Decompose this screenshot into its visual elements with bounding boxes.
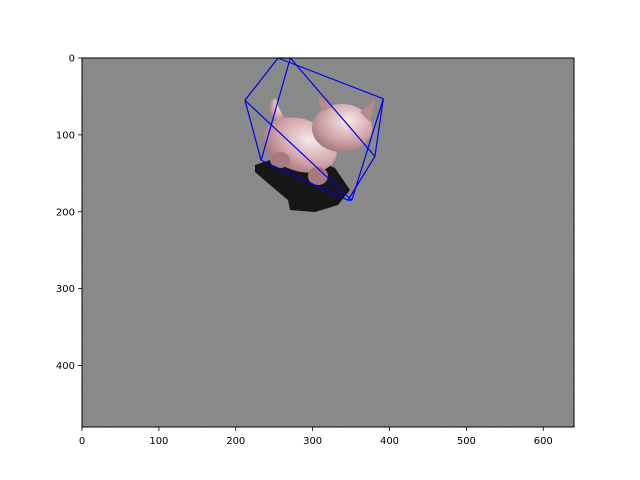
y-tick-label: 200 (56, 207, 75, 218)
axes-frame (81, 57, 575, 428)
x-axis: 0 100 200 300 400 500 600 (79, 427, 553, 447)
rendered-object (255, 96, 375, 212)
x-tick-label: 100 (149, 436, 168, 447)
x-tick-label: 300 (303, 436, 322, 447)
box-edge-3 (244, 57, 279, 101)
cat-leg-front (308, 167, 328, 185)
box-edge-1 (351, 98, 384, 201)
cat-ear-right (360, 100, 375, 122)
x-tick-label: 200 (226, 436, 245, 447)
cat-head (312, 104, 372, 152)
x-tick-label: 500 (457, 436, 476, 447)
cat-leg-back (270, 152, 290, 168)
box-edge-7 (260, 57, 291, 161)
cat-ear-left (318, 96, 334, 112)
plot-area (81, 57, 575, 428)
y-tick-label: 300 (56, 284, 75, 295)
y-tick-label: 0 (69, 54, 75, 65)
y-axis: 0 100 200 300 400 (56, 54, 82, 372)
box-edge-2 (244, 99, 353, 201)
box-edge-4 (289, 57, 376, 157)
x-tick-label: 600 (534, 436, 553, 447)
y-tick-label: 100 (56, 130, 75, 141)
x-tick-label: 0 (79, 436, 85, 447)
box-edge-11 (244, 100, 262, 161)
wireframe-box (244, 57, 384, 201)
box-edge-5 (347, 156, 376, 201)
x-tick-label: 400 (380, 436, 399, 447)
y-tick-label: 400 (56, 361, 75, 372)
box-edge-9 (374, 98, 384, 157)
box-edge-6 (260, 159, 349, 201)
